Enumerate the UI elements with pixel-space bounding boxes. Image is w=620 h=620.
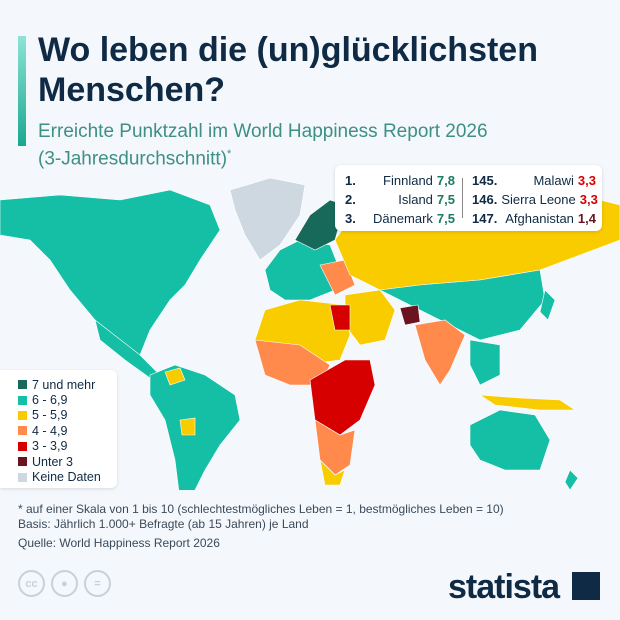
statista-logo: statista [448, 568, 560, 606]
license-icons: cc ● = [18, 570, 111, 597]
subtitle: Erreichte Punktzahl im World Happiness R… [38, 121, 488, 170]
cc-icon: cc [18, 570, 45, 597]
egypt [329, 304, 351, 331]
north-america [0, 189, 221, 356]
legend-label: Unter 3 [32, 454, 73, 469]
legend-swatch [18, 426, 27, 436]
legend-swatch [18, 410, 27, 420]
statista-logo-icon [572, 572, 600, 600]
rank-row: 146. Sierra Leone 3,3 [472, 192, 598, 207]
legend-item: Unter 3 [18, 454, 117, 469]
rank-row: 3. Dänemark 7,5 [345, 211, 455, 226]
legend-item: 7 und mehr [18, 377, 117, 392]
legend-label: 6 - 6,9 [32, 393, 68, 408]
page-title: Wo leben die (un)glücklichsten Menschen? [38, 31, 538, 109]
legend-swatch [18, 441, 27, 451]
footnotes: * auf einer Skala von 1 bis 10 (schlecht… [18, 502, 504, 550]
legend-label: 5 - 5,9 [32, 408, 68, 423]
legend-swatch [18, 395, 27, 405]
accent-bar [18, 36, 26, 146]
legend-label: 4 - 4,9 [32, 423, 68, 438]
central-asia-china [378, 269, 546, 341]
ranking-box: 1. Finnland 7,8 2. Island 7,5 3. Dänemark 7,5 … [335, 165, 602, 231]
venezuela-bolivia [164, 367, 196, 436]
legend-swatch [18, 457, 27, 467]
rank-row: 1. Finnland 7,8 [345, 173, 455, 188]
legend-item: Keine Daten [18, 469, 117, 484]
legend-label: 7 und mehr [32, 377, 96, 392]
nd-icon: = [84, 570, 111, 597]
new-zealand [564, 469, 579, 490]
greenland [229, 177, 306, 261]
map-legend: 7 und mehr 6 - 6,9 5 - 5,9 4 - 4,9 3 - 3,9 Un… [0, 370, 117, 488]
indonesia [478, 394, 576, 411]
southeast-asia [469, 339, 501, 386]
rank-row: 145. Malawi 3,3 [472, 173, 596, 188]
japan [539, 289, 556, 321]
rank-row: 2. Island 7,5 [345, 192, 455, 207]
eastern-europe [319, 259, 356, 296]
middle-east [344, 289, 396, 346]
rank-row: 147. Afghanistan 1,4 [472, 211, 596, 226]
legend-item: 4 - 4,9 [18, 423, 117, 438]
legend-swatch [18, 472, 27, 482]
australia [469, 409, 551, 471]
legend-swatch [18, 380, 27, 390]
south-asia [414, 319, 466, 386]
by-icon: ● [51, 570, 78, 597]
south-africa [319, 459, 346, 486]
legend-label: 3 - 3,9 [32, 439, 68, 454]
legend-item: 5 - 5,9 [18, 408, 117, 423]
legend-label: Keine Daten [32, 470, 101, 485]
afghanistan [399, 304, 421, 326]
legend-item: 6 - 6,9 [18, 392, 117, 407]
divider [462, 178, 463, 218]
legend-item: 3 - 3,9 [18, 439, 117, 454]
